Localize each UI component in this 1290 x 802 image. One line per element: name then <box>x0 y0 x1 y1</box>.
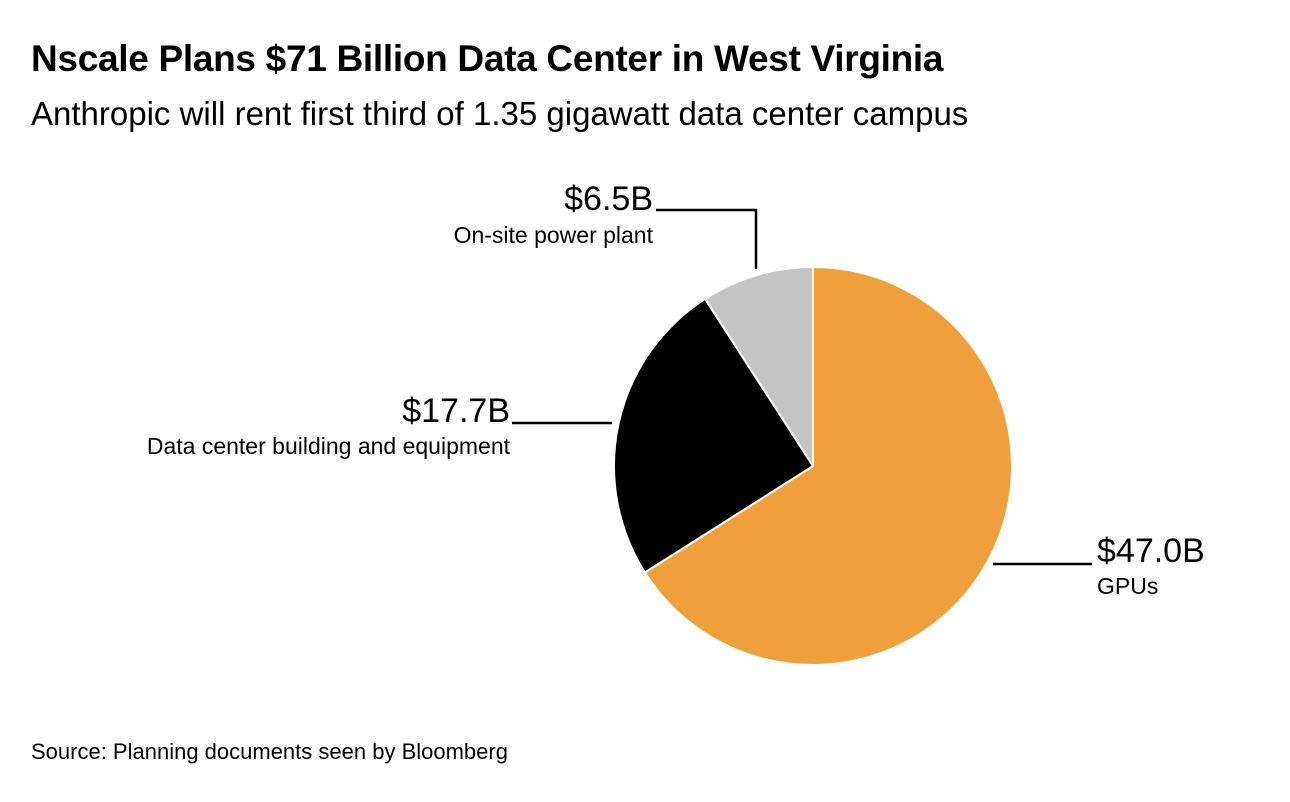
source-note: Source: Planning documents seen by Bloom… <box>31 739 508 764</box>
slice-label-on-site-power-plant: On-site power plant <box>454 222 654 248</box>
callout-line-on-site-power-plant <box>656 208 758 269</box>
pie-slices <box>613 266 1013 666</box>
pie-slice-data-center-building-and-equipment <box>613 297 814 574</box>
value-label-gpus: $47.0B <box>1097 532 1205 570</box>
chart-title: Nscale Plans $71 Billion Data Center in … <box>31 38 944 79</box>
chart-subtitle: Anthropic will rent first third of 1.35 … <box>31 95 969 132</box>
value-label-on-site-power-plant: $6.5B <box>564 180 653 218</box>
pie-slice-gpus <box>643 266 1013 666</box>
slice-label-gpus: GPUs <box>1097 573 1158 599</box>
value-label-data-center-building-and-equipment: $17.7B <box>402 392 510 430</box>
pie-slice-on-site-power-plant <box>704 266 814 467</box>
pie-callouts: $47.0B GPUs $17.7B Data center building and… <box>147 180 1205 599</box>
slice-label-data-center-building-and-equipment: Data center building and equipment <box>147 433 511 459</box>
